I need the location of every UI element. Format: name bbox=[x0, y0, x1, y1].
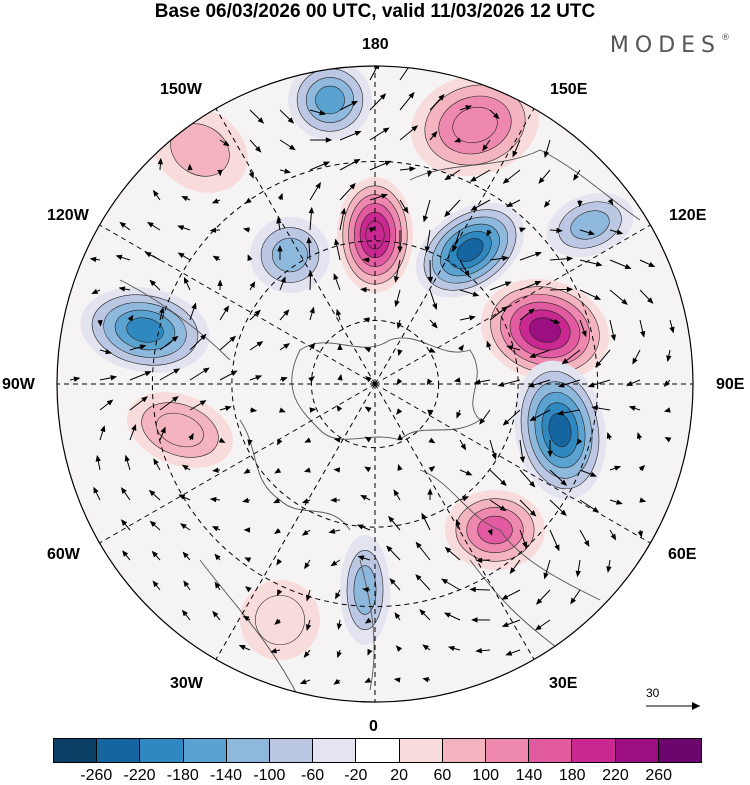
brand-logo: MODES® bbox=[610, 33, 730, 58]
colorbar bbox=[53, 738, 702, 763]
lon-label-150w: 150W bbox=[160, 81, 202, 99]
lon-label-60w: 60W bbox=[47, 546, 80, 564]
colorbar-tick-label: -60 bbox=[301, 767, 324, 785]
colorbar-tick-label: 180 bbox=[559, 767, 586, 785]
lon-label-0: 0 bbox=[369, 718, 378, 736]
colorbar-tick-label: 20 bbox=[390, 767, 408, 785]
reference-vector-label: 30 bbox=[646, 686, 659, 700]
colorbar-swatch bbox=[313, 739, 356, 762]
lon-label-120w: 120W bbox=[47, 207, 89, 225]
reference-vector-head bbox=[692, 702, 700, 710]
colorbar-tick-label: 220 bbox=[602, 767, 629, 785]
colorbar-tick-label: -20 bbox=[344, 767, 367, 785]
lon-label-90e: 90E bbox=[716, 376, 744, 394]
alaska-low-contour bbox=[272, 238, 308, 272]
colorbar-tick-label: 100 bbox=[472, 767, 499, 785]
lon-label-30w: 30W bbox=[170, 675, 203, 693]
colorbar-swatch bbox=[486, 739, 529, 762]
colorbar-swatch bbox=[616, 739, 659, 762]
colorbar-swatch bbox=[270, 739, 313, 762]
lon-label-120e: 120E bbox=[669, 207, 706, 225]
colorbar-swatch bbox=[356, 739, 399, 762]
colorbar-swatch bbox=[659, 739, 701, 762]
colorbar-swatch bbox=[140, 739, 183, 762]
colorbar-swatch bbox=[54, 739, 97, 762]
brand-name: MODES bbox=[610, 33, 721, 58]
colorbar-tick-label: 140 bbox=[516, 767, 543, 785]
colorbar-swatch bbox=[184, 739, 227, 762]
colorbar-swatch bbox=[400, 739, 443, 762]
registered-mark: ® bbox=[721, 33, 730, 43]
colorbar-tick-label: -220 bbox=[124, 767, 156, 785]
colorbar-tick-label: -260 bbox=[80, 767, 112, 785]
wind-arrow-head bbox=[408, 62, 412, 67]
colorbar-swatch bbox=[97, 739, 140, 762]
colorbar-tick-label: -100 bbox=[253, 767, 285, 785]
colorbar-swatch bbox=[443, 739, 486, 762]
map-title: Base 06/03/2026 00 UTC, valid 11/03/2026… bbox=[0, 0, 750, 24]
lon-label-150e: 150E bbox=[550, 81, 587, 99]
lon-label-60e: 60E bbox=[668, 546, 696, 564]
lon-label-180: 180 bbox=[362, 36, 389, 54]
lon-label-90w: 90W bbox=[2, 376, 35, 394]
colorbar-swatch bbox=[529, 739, 572, 762]
colorbar-tick-label: 260 bbox=[645, 767, 672, 785]
colorbar-swatch bbox=[572, 739, 615, 762]
lon-label-30e: 30E bbox=[549, 675, 577, 693]
colorbar-tick-label: -180 bbox=[167, 767, 199, 785]
colorbar-swatch bbox=[227, 739, 270, 762]
colorbar-tick-label: -140 bbox=[210, 767, 242, 785]
colorbar-tick-label: 60 bbox=[433, 767, 451, 785]
